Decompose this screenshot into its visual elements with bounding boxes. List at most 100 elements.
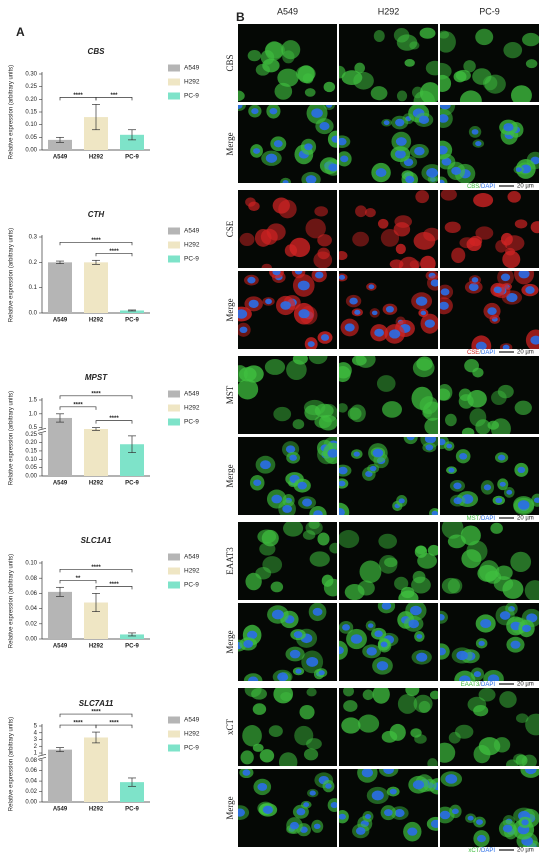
cell [343, 700, 358, 712]
cell [447, 578, 463, 594]
nucleus [383, 769, 394, 775]
significance-label: **** [109, 721, 119, 727]
cells [440, 769, 539, 847]
legend-label: PC-9 [184, 93, 199, 100]
nucleus [248, 676, 259, 681]
cell [292, 356, 308, 365]
nucleus [271, 609, 284, 620]
significance-bracket [59, 568, 133, 573]
nucleus [389, 788, 397, 795]
nucleus [383, 120, 390, 126]
caption-part: / [479, 350, 481, 356]
nucleus [416, 652, 428, 662]
axis-break [37, 757, 47, 760]
micrograph [339, 522, 438, 600]
micrograph [440, 105, 539, 183]
nucleus [497, 454, 506, 461]
cell [412, 358, 435, 378]
nucleus [453, 482, 462, 490]
caption-part: CSE [467, 350, 479, 356]
nucleus [477, 834, 486, 843]
cell [410, 728, 422, 738]
nucleus [380, 641, 388, 648]
x-tick-label: A549 [53, 318, 68, 324]
x-tick-label: H292 [89, 155, 104, 161]
y-tick-label: 0.00 [25, 800, 37, 806]
cell [308, 356, 328, 365]
x-tick-label: PC-9 [125, 481, 139, 487]
cells [339, 356, 438, 434]
cells [339, 769, 438, 842]
cell [259, 749, 275, 763]
cell [364, 208, 376, 218]
nucleus [502, 344, 510, 349]
cell [425, 60, 438, 76]
y-tick-label: 0.05 [25, 465, 37, 471]
cell [380, 228, 400, 247]
cell [472, 68, 492, 85]
bar [48, 139, 72, 150]
nucleus [518, 271, 530, 279]
nucleus [440, 179, 445, 183]
cell [499, 691, 517, 708]
bar [48, 591, 72, 639]
nucleus [412, 780, 425, 790]
nucleus [295, 668, 302, 674]
nucleus [468, 283, 479, 292]
cell [427, 544, 438, 556]
nucleus [440, 614, 445, 621]
cell [469, 408, 487, 427]
cell [458, 388, 472, 401]
micrograph [440, 437, 539, 515]
cells [238, 603, 328, 681]
nucleus [289, 649, 301, 659]
row-label: Merge [225, 464, 235, 487]
cell [463, 60, 476, 73]
nucleus [269, 108, 278, 115]
axis-break [37, 431, 47, 434]
nucleus [425, 444, 434, 451]
x-tick-label: A549 [53, 481, 68, 487]
nucleus [344, 323, 355, 332]
cell [507, 191, 521, 203]
nucleus [265, 153, 278, 163]
legend-swatch [168, 716, 180, 724]
cell [502, 579, 524, 599]
cells [341, 688, 438, 766]
y-tick-label: 0.02 [25, 789, 37, 795]
x-tick-label: PC-9 [125, 807, 139, 813]
nucleus [319, 122, 330, 131]
legend-swatch [168, 581, 180, 589]
nucleus [471, 129, 479, 135]
significance-bracket [95, 252, 133, 257]
nucleus [238, 808, 245, 817]
nucleus [277, 672, 289, 681]
micrograph [339, 271, 438, 349]
cell [493, 737, 511, 753]
y-axis-label: Relative expression (arbitrary units) [9, 717, 15, 811]
nucleus [312, 607, 323, 616]
cell [294, 725, 314, 746]
legend-label: H292 [184, 79, 200, 86]
cell [268, 725, 283, 737]
cell [292, 419, 305, 430]
bar [48, 262, 72, 313]
cell [243, 365, 264, 383]
nucleus [238, 105, 243, 109]
significance-label: **** [109, 249, 119, 255]
cell [358, 714, 380, 733]
nucleus [430, 819, 438, 828]
nucleus [340, 155, 349, 163]
cells [245, 522, 337, 597]
nucleus [354, 309, 361, 315]
significance-label: **** [91, 710, 101, 716]
bar [84, 737, 108, 802]
nucleus [367, 623, 374, 628]
significance-label: **** [73, 721, 83, 727]
cell [242, 725, 262, 747]
x-tick-label: H292 [89, 318, 104, 324]
cell [323, 81, 336, 93]
panel-label: A [16, 25, 25, 39]
cells [238, 40, 336, 102]
nucleus [327, 448, 337, 458]
